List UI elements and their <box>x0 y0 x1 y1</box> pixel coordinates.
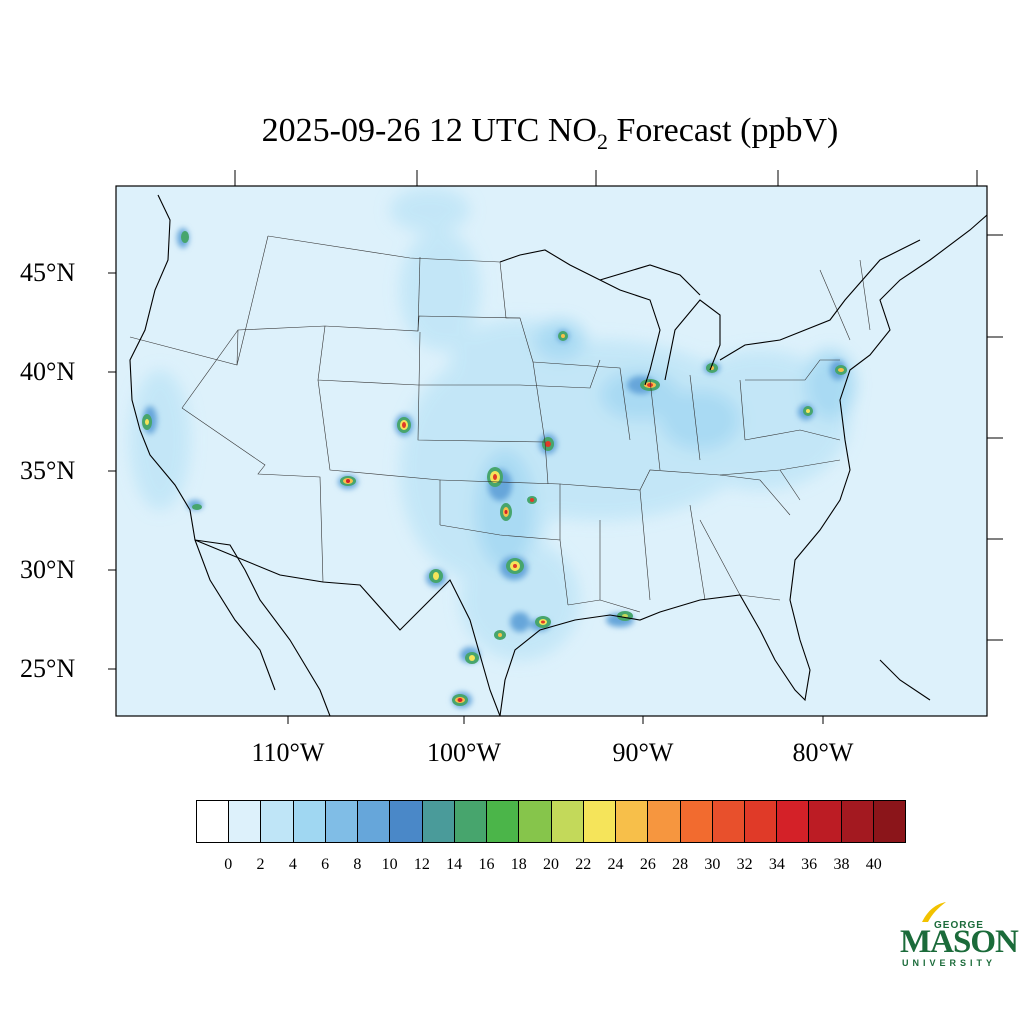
hotspot-laredo <box>494 630 506 640</box>
hotspot-minneapolis <box>558 331 568 341</box>
lon-label-110w: 110°W <box>251 738 325 767</box>
colorbar <box>196 800 906 843</box>
colorbar-tick-label: 10 <box>381 856 398 873</box>
colorbar-swatch <box>229 801 262 842</box>
title-prefix: 2025-09-26 12 UTC NO <box>261 112 597 149</box>
colorbar-tick-label: 32 <box>736 856 753 873</box>
colorbar-labels: 0 2 4 6 8 10 12 14 16 18 20 22 24 26 28 30 32 34 36 38 40 <box>196 856 906 876</box>
hotspot-denver <box>397 417 411 433</box>
hotspot-austin <box>506 558 524 574</box>
colorbar-tick-label: 0 <box>224 856 233 873</box>
colorbar-swatch <box>616 801 649 842</box>
axis-ticks <box>108 170 1003 724</box>
hotspot-dallas <box>500 503 512 521</box>
colorbar-tick-label: 18 <box>510 856 527 873</box>
colorbar-tick-label: 26 <box>639 856 656 873</box>
no2-hotspots <box>142 231 847 706</box>
colorbar-swatch <box>777 801 810 842</box>
hotspot-albuquerque <box>340 476 356 486</box>
colorbar-tick-label: 2 <box>256 856 265 873</box>
hotspot-new-orleans <box>617 611 633 621</box>
title-subscript: 2 <box>596 128 608 154</box>
hotspot-kansas-city <box>542 437 554 451</box>
map-title: 2025-09-26 12 UTC NO2 Forecast (ppbV) <box>0 112 1024 155</box>
colorbar-tick-label: 38 <box>833 856 850 873</box>
colorbar-swatch <box>873 801 906 842</box>
lat-label-25n: 25°N <box>20 654 76 683</box>
colorbar-swatch <box>325 801 359 842</box>
lon-label-100w: 100°W <box>427 738 501 767</box>
lon-label-80w: 80°W <box>792 738 854 767</box>
colorbar-swatch <box>744 801 778 842</box>
logo-line-university: UNIVERSITY <box>902 958 997 968</box>
logo-swoosh-icon <box>922 902 946 922</box>
colorbar-swatch <box>454 801 488 842</box>
colorbar-swatch <box>197 801 230 842</box>
colorbar-tick-label: 40 <box>865 856 882 873</box>
hotspot-tulsa <box>527 496 537 504</box>
colorbar-tick-label: 6 <box>321 856 330 873</box>
colorbar-tick-label: 36 <box>801 856 818 873</box>
colorbar-tick-label: 24 <box>607 856 624 873</box>
colorbar-swatch <box>487 801 520 842</box>
colorbar-swatch <box>390 801 423 842</box>
hotspot-monterrey <box>452 694 468 706</box>
logo-line-mason: MASON <box>900 924 1019 960</box>
hotspot-new-york <box>835 365 847 375</box>
colorbar-tick-label: 22 <box>575 856 592 873</box>
colorbar-tick-label: 20 <box>543 856 559 873</box>
hotspot-houston <box>535 616 551 628</box>
hotspot-chicago <box>640 379 660 391</box>
hotspot-san-antonio <box>429 569 443 583</box>
colorbar-swatch <box>841 801 874 842</box>
gmu-logo: GEORGE MASON UNIVERSITY <box>898 898 1019 970</box>
colorbar-swatch <box>551 801 584 842</box>
hotspot-saltillo <box>465 652 479 664</box>
hotspot-washington <box>803 406 813 416</box>
colorbar-swatch <box>358 801 391 842</box>
lat-label-30n: 30°N <box>20 555 76 584</box>
colorbar-tick-label: 12 <box>413 856 430 873</box>
lat-label-45n: 45°N <box>20 258 76 287</box>
state-boundaries <box>129 235 871 613</box>
colorbar-tick-label: 8 <box>353 856 362 873</box>
map-frame <box>115 185 988 717</box>
lat-label-35n: 35°N <box>20 456 76 485</box>
colorbar-tick-label: 34 <box>768 856 785 873</box>
lon-label-90w: 90°W <box>612 738 674 767</box>
hotspot-los-angeles <box>142 414 152 430</box>
colorbar-tick-label: 16 <box>478 856 495 873</box>
colorbar-swatch <box>261 801 294 842</box>
colorbar-swatch <box>648 801 681 842</box>
colorbar-tick-label: 30 <box>704 856 721 873</box>
colorbar-tick-label: 28 <box>672 856 689 873</box>
colorbar-swatch <box>583 801 617 842</box>
colorbar-tick-label: 14 <box>446 856 463 873</box>
colorbar-swatch <box>680 801 713 842</box>
colorbar-swatch <box>809 801 842 842</box>
hotspot-phoenix <box>192 504 202 510</box>
lat-label-40n: 40°N <box>20 357 76 386</box>
hotspot-seattle <box>181 231 189 243</box>
title-suffix: Forecast (ppbV) <box>607 112 839 149</box>
logo-line-george: GEORGE <box>934 920 984 931</box>
colorbar-swatch <box>519 801 552 842</box>
coastlines <box>129 194 987 716</box>
colorbar-tick-label: 4 <box>288 856 297 873</box>
colorbar-swatch <box>712 801 745 842</box>
colorbar-swatch <box>422 801 455 842</box>
hotspot-oklahoma-city <box>487 467 503 487</box>
colorbar-swatch <box>293 801 326 842</box>
